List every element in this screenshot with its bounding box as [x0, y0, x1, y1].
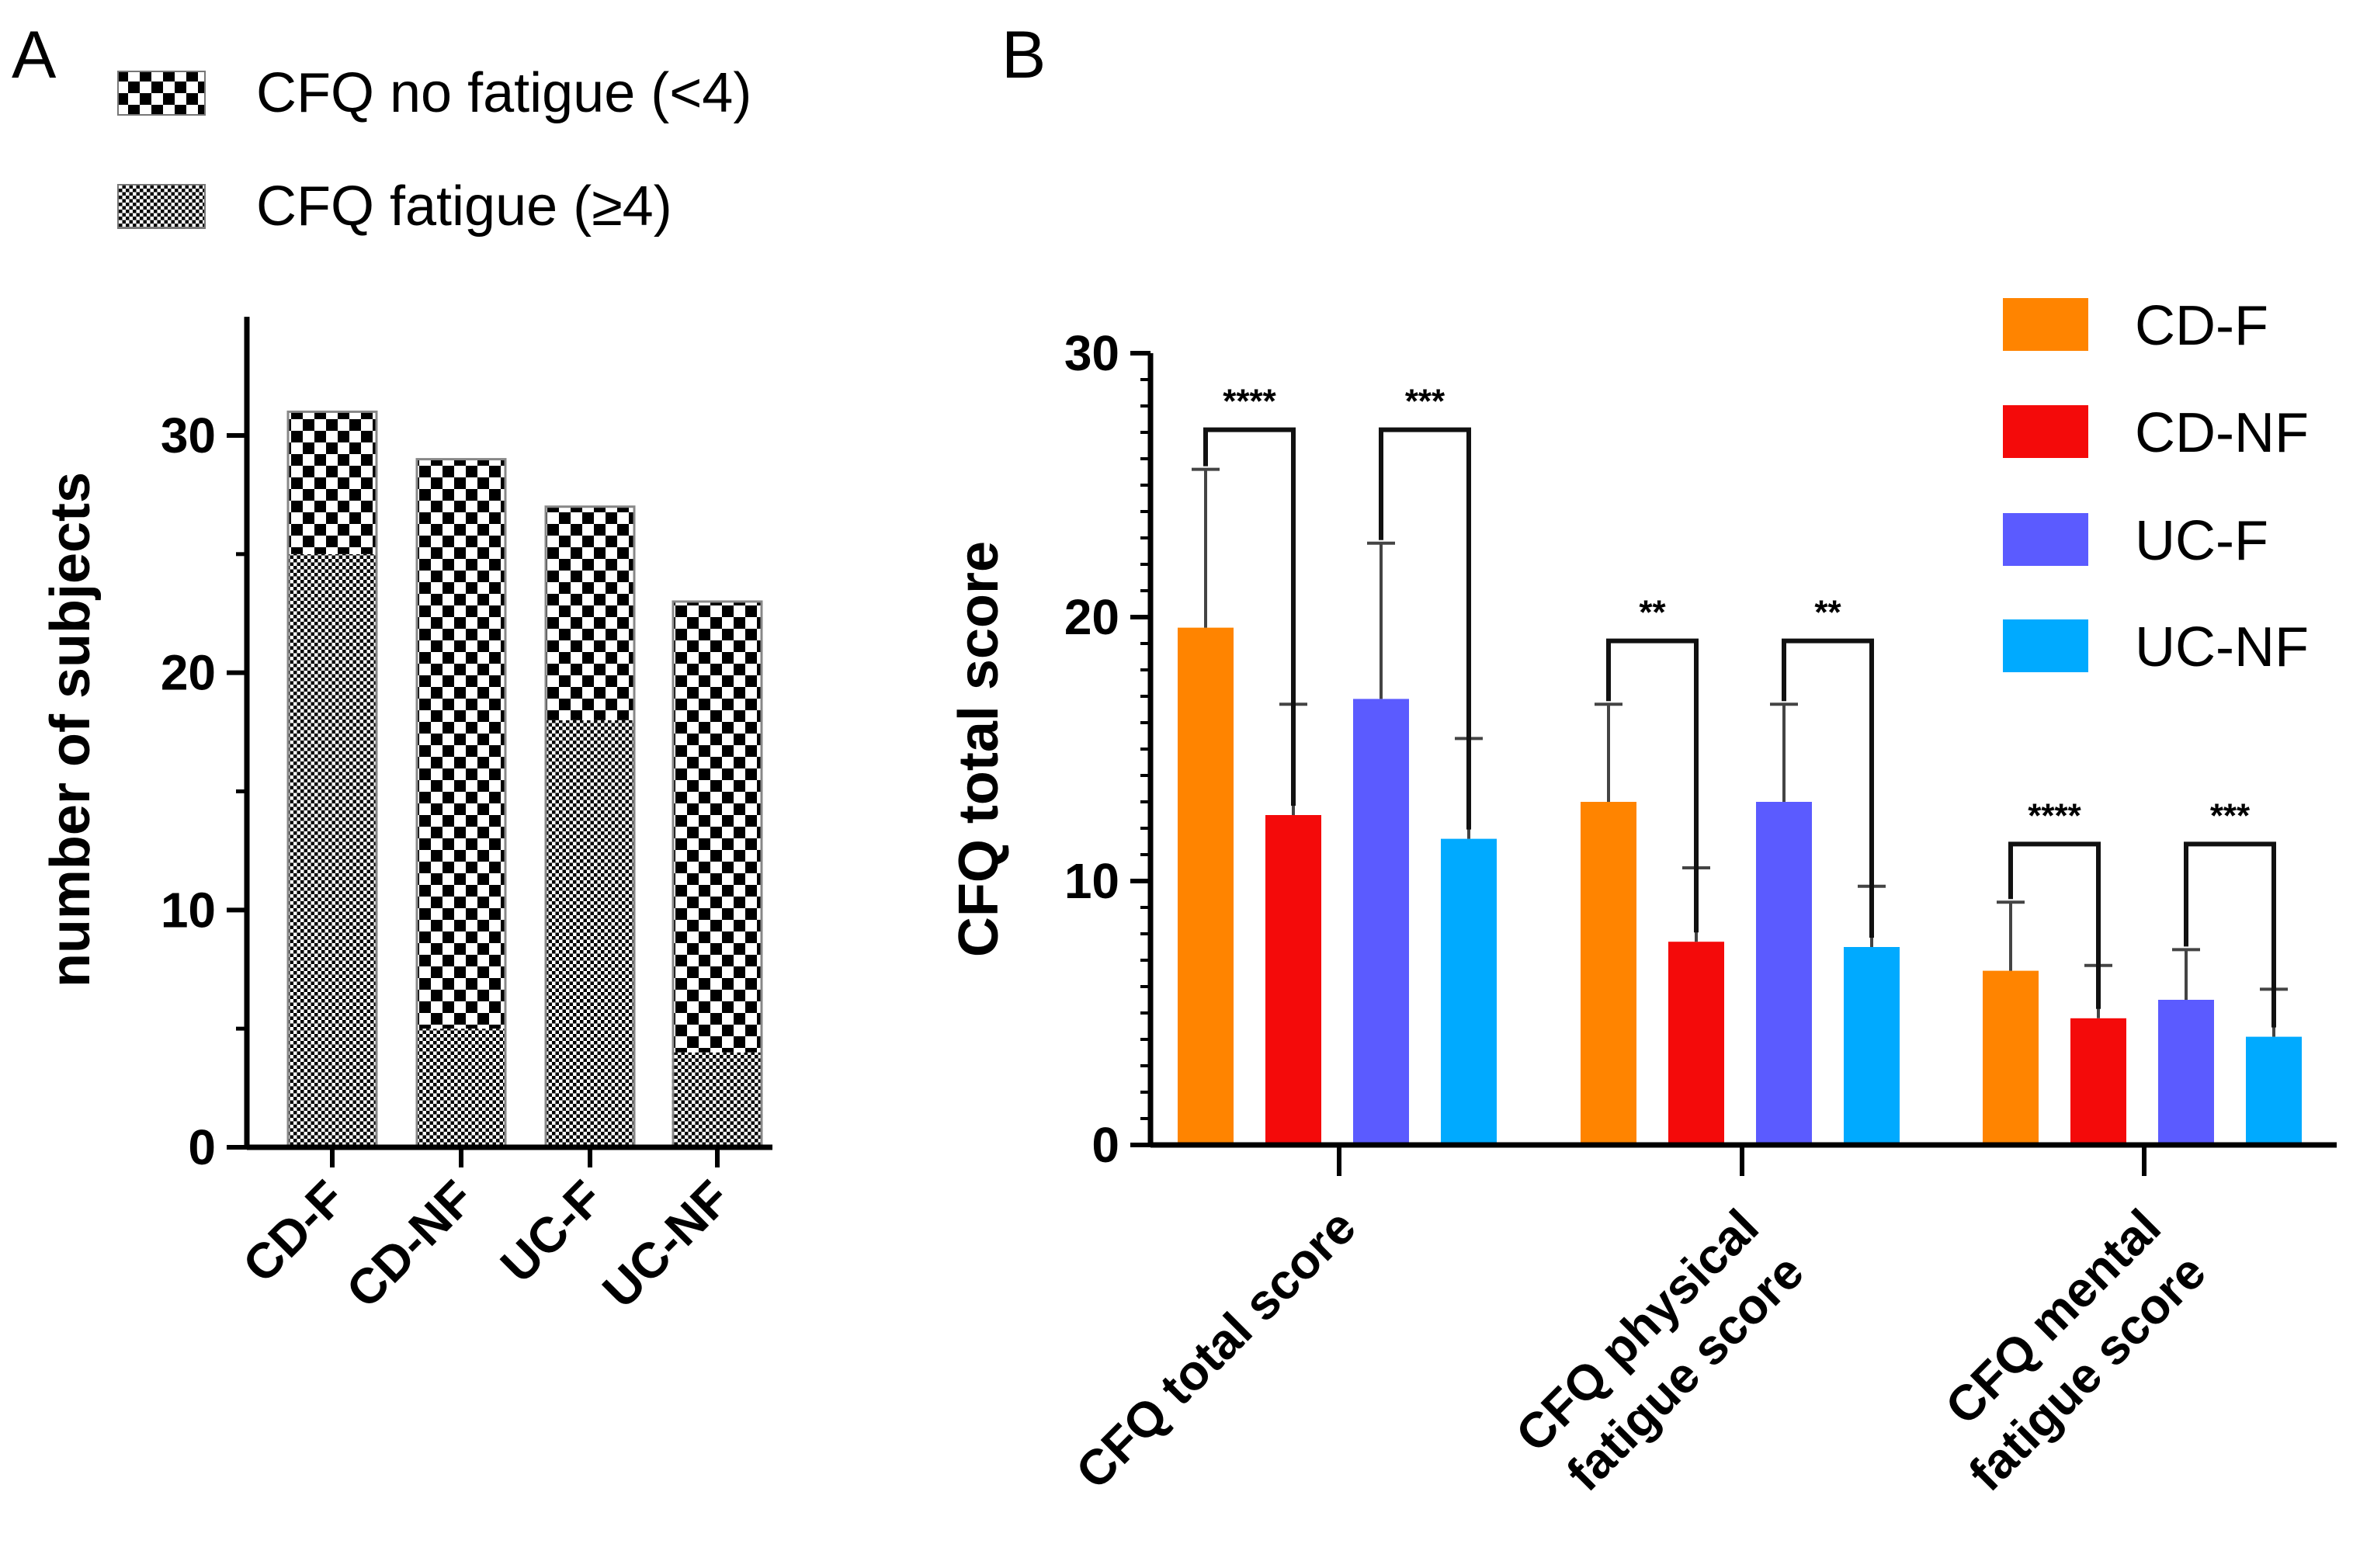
- legend-label-cd-f: CD-F: [2135, 295, 2268, 357]
- significance-bracket-3: [1606, 638, 1699, 933]
- legend-label-uc-f: UC-F: [2135, 510, 2268, 572]
- legend-swatch-uc-nf: [2003, 619, 2088, 672]
- y-tick-label-30: 30: [1064, 325, 1119, 381]
- x-tick-label-group-3: CFQ mentalfatigue score: [1913, 1199, 2216, 1502]
- significance-label-4: **: [1814, 594, 1841, 632]
- x-tick-label-uc-nf: UC-NF: [592, 1170, 741, 1319]
- y-tick-label-20: 20: [1064, 589, 1119, 645]
- significance-label-3: **: [1639, 594, 1666, 632]
- bar-cd-nf-no-fatigue: [417, 459, 505, 1029]
- legend-label-fatigue: CFQ fatigue (≥4): [256, 175, 672, 238]
- bar-uc-nf-g1: [1441, 838, 1497, 1145]
- bar-cd-f-fatigue: [288, 553, 377, 1147]
- bar-cd-f-g2: [1581, 802, 1636, 1145]
- y-tick-label-0: 0: [1091, 1117, 1119, 1173]
- significance-label-1: ****: [1223, 383, 1276, 421]
- significance-bracket-2: [1379, 427, 1471, 830]
- bar-uc-nf-g3: [2246, 1036, 2302, 1145]
- bar-uc-f-fatigue: [546, 720, 634, 1147]
- significance-bracket-4: [1782, 638, 1874, 938]
- significance-label-5: ****: [2028, 796, 2081, 834]
- x-tick-label-uc-f: UC-F: [490, 1170, 613, 1293]
- legend-label-uc-nf: UC-NF: [2135, 616, 2309, 678]
- significance-bracket-1: [1203, 427, 1296, 806]
- y-tick-label-20: 20: [161, 645, 216, 701]
- y-tick-label-10: 10: [1064, 853, 1119, 909]
- panel-b-label: B: [1001, 18, 1046, 92]
- significance-bracket-6: [2184, 841, 2276, 1028]
- bar-cd-nf-g2: [1668, 942, 1724, 1145]
- x-tick-label-group-2: CFQ physicalfatigue score: [1505, 1199, 1814, 1507]
- bar-cd-nf-g3: [2070, 1018, 2126, 1145]
- bar-uc-f-g2: [1756, 802, 1812, 1145]
- legend-swatch-cd-f: [2003, 298, 2088, 351]
- x-tick-label-group-1: CFQ total score: [1065, 1199, 1366, 1500]
- bar-uc-f-g3: [2158, 1000, 2214, 1145]
- legend-label-no-fatigue: CFQ no fatigue (<4): [256, 62, 751, 124]
- bar-uc-nf-g2: [1844, 947, 1900, 1145]
- bar-uc-nf-fatigue: [673, 1052, 762, 1147]
- y-tick-label-30: 30: [161, 408, 216, 463]
- x-tick-label-cd-nf: CD-NF: [335, 1170, 484, 1319]
- x-tick-label-line: CFQ total score: [1065, 1199, 1366, 1500]
- y-axis-label: number of subjects: [40, 472, 102, 987]
- legend-label-cd-nf: CD-NF: [2135, 402, 2309, 464]
- bar-cd-f-g1: [1178, 627, 1234, 1145]
- bar-cd-f-no-fatigue: [288, 411, 377, 554]
- significance-label-6: ***: [2210, 796, 2251, 834]
- significance-bracket-5: [2008, 841, 2101, 1009]
- bar-uc-nf-no-fatigue: [673, 601, 762, 1053]
- chart-a: CFQ no fatigue (<4) CFQ fatigue (≥4) 0 10 20…: [40, 62, 772, 1319]
- y-tick-label-10: 10: [161, 882, 216, 938]
- legend-swatch-fatigue: [117, 184, 206, 229]
- bar-cd-nf-fatigue: [417, 1029, 505, 1147]
- legend-swatch-uc-f: [2003, 513, 2088, 566]
- panel-a-label: A: [12, 18, 57, 92]
- bar-cd-nf-g1: [1265, 815, 1321, 1145]
- x-tick-label-cd-f: CD-F: [232, 1170, 356, 1293]
- legend-swatch-cd-nf: [2003, 405, 2088, 458]
- bar-uc-f-no-fatigue: [546, 506, 634, 720]
- bar-uc-f-g1: [1353, 699, 1409, 1145]
- y-axis-label: CFQ total score: [948, 541, 1010, 957]
- y-tick-label-0: 0: [188, 1119, 216, 1175]
- significance-label-2: ***: [1405, 383, 1445, 421]
- bar-cd-f-g3: [1983, 970, 2039, 1145]
- legend-swatch-no-fatigue: [117, 71, 206, 116]
